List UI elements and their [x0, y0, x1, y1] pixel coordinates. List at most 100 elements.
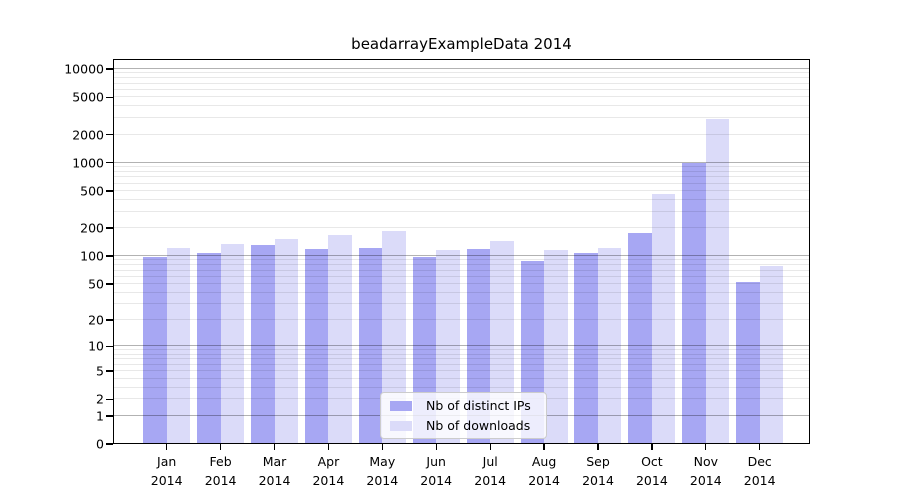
x-tick: [489, 444, 491, 450]
x-tick-month: Jun: [426, 454, 446, 469]
y-tick-label: 2: [96, 391, 104, 407]
x-tick-month: Dec: [747, 454, 772, 469]
x-tick-year: 2014: [420, 473, 453, 488]
x-tick: [435, 444, 437, 450]
x-tick-label-feb: Feb 2014: [179, 452, 263, 490]
y-tick-label: 20: [88, 312, 104, 328]
legend-swatch-distinct-ips: [390, 400, 412, 411]
x-tick-year: 2014: [689, 473, 722, 488]
gridline-minor: [113, 363, 810, 365]
x-tick: [166, 444, 168, 450]
y-tick: [106, 370, 113, 372]
x-tick: [651, 444, 653, 450]
y-tick: [106, 190, 113, 192]
bar-downloads-oct: [651, 194, 676, 444]
y-tick-label: 1: [96, 408, 104, 424]
legend-label-downloads: Nb of downloads: [426, 418, 531, 433]
gridline-minor: [113, 303, 810, 305]
y-tick-label: 500: [80, 183, 104, 199]
x-tick-month: May: [369, 454, 396, 469]
x-tick-month: Oct: [641, 454, 663, 469]
x-tick: [759, 444, 761, 450]
bar-downloads-dec: [759, 265, 784, 444]
x-tick-year: 2014: [528, 473, 560, 488]
bar-downloads-aug: [544, 250, 568, 444]
bar-downloads-mar: [274, 238, 299, 444]
x-tick-year: 2014: [258, 473, 291, 488]
legend-item-downloads: Nb of downloads: [381, 416, 546, 435]
x-tick-label-jul: Jul 2014: [448, 452, 532, 490]
bar-distinct-ips-apr: [304, 249, 329, 444]
gridline-minor: [113, 166, 810, 167]
x-tick-month: Mar: [262, 454, 287, 469]
x-tick-year: 2014: [743, 473, 776, 488]
x-tick-year: 2014: [582, 473, 614, 488]
gridline-minor: [113, 349, 810, 351]
x-tick-month: Aug: [531, 454, 557, 469]
x-tick-year: 2014: [312, 473, 345, 488]
bar-downloads-apr: [328, 234, 352, 444]
x-tick: [327, 444, 330, 450]
gridline-major: [113, 255, 810, 257]
bar-distinct-ips-jan: [143, 256, 167, 444]
y-tick-label: 2000: [72, 127, 104, 143]
x-tick-label-jun: Jun 2014: [394, 452, 478, 490]
gridline-minor: [113, 189, 810, 191]
y-tick-label: 200: [80, 220, 104, 236]
x-tick: [273, 444, 276, 450]
bar-downloads-sep: [597, 247, 622, 444]
y-tick-label: 10: [88, 338, 104, 354]
y-tick: [106, 415, 113, 417]
y-tick: [106, 443, 113, 445]
gridline-minor: [113, 88, 810, 90]
gridline-minor: [113, 358, 810, 360]
y-tick: [106, 227, 113, 229]
x-tick-label-aug: Aug 2014: [502, 452, 586, 490]
gridline-minor: [113, 275, 810, 277]
legend-item-distinct-ips: Nb of distinct IPs: [381, 396, 546, 415]
gridline-major: [113, 68, 810, 69]
x-tick: [543, 444, 545, 450]
gridline-minor: [113, 210, 810, 212]
gridline-minor: [113, 105, 810, 107]
gridline-minor: [113, 182, 810, 184]
y-tick: [106, 255, 113, 257]
y-tick-label: 5: [96, 363, 104, 379]
legend: Nb of distinct IPs Nb of downloads: [380, 392, 547, 439]
gridline-minor: [113, 269, 810, 271]
x-tick-label-dec: Dec 2014: [718, 452, 802, 490]
y-tick-label: 5000: [72, 89, 104, 105]
x-tick-year: 2014: [474, 473, 507, 488]
gridline-minor: [113, 259, 810, 261]
y-tick: [106, 319, 113, 321]
gridline-minor: [113, 133, 810, 135]
gridline-major: [113, 161, 810, 163]
x-tick-label-mar: Mar 2014: [233, 452, 317, 490]
gridline-minor: [113, 386, 810, 388]
legend-label-distinct-ips: Nb of distinct IPs: [426, 398, 531, 413]
x-tick-label-nov: Nov 2014: [664, 452, 748, 490]
x-tick-month: Feb: [209, 454, 232, 469]
gridline-minor: [113, 291, 810, 293]
y-tick-label: 100: [80, 248, 104, 264]
y-tick: [106, 68, 113, 70]
bar-distinct-ips-dec: [736, 281, 760, 444]
x-tick-month: Sep: [586, 454, 610, 469]
gridline-minor: [113, 117, 810, 119]
x-tick: [705, 444, 707, 450]
y-tick: [106, 283, 113, 285]
bar-downloads-may: [382, 231, 406, 444]
x-tick: [219, 444, 222, 450]
y-tick: [106, 133, 113, 136]
gridline-minor: [113, 82, 810, 84]
bar-distinct-ips-nov: [682, 162, 706, 444]
x-tick: [381, 444, 383, 450]
y-tick-label: 50: [88, 276, 104, 292]
y-tick: [106, 345, 113, 348]
gridline-minor: [113, 319, 810, 321]
x-tick-label-sep: Sep 2014: [556, 452, 640, 490]
x-tick-year: 2014: [366, 473, 399, 488]
x-tick-label-may: May 2014: [340, 452, 424, 490]
